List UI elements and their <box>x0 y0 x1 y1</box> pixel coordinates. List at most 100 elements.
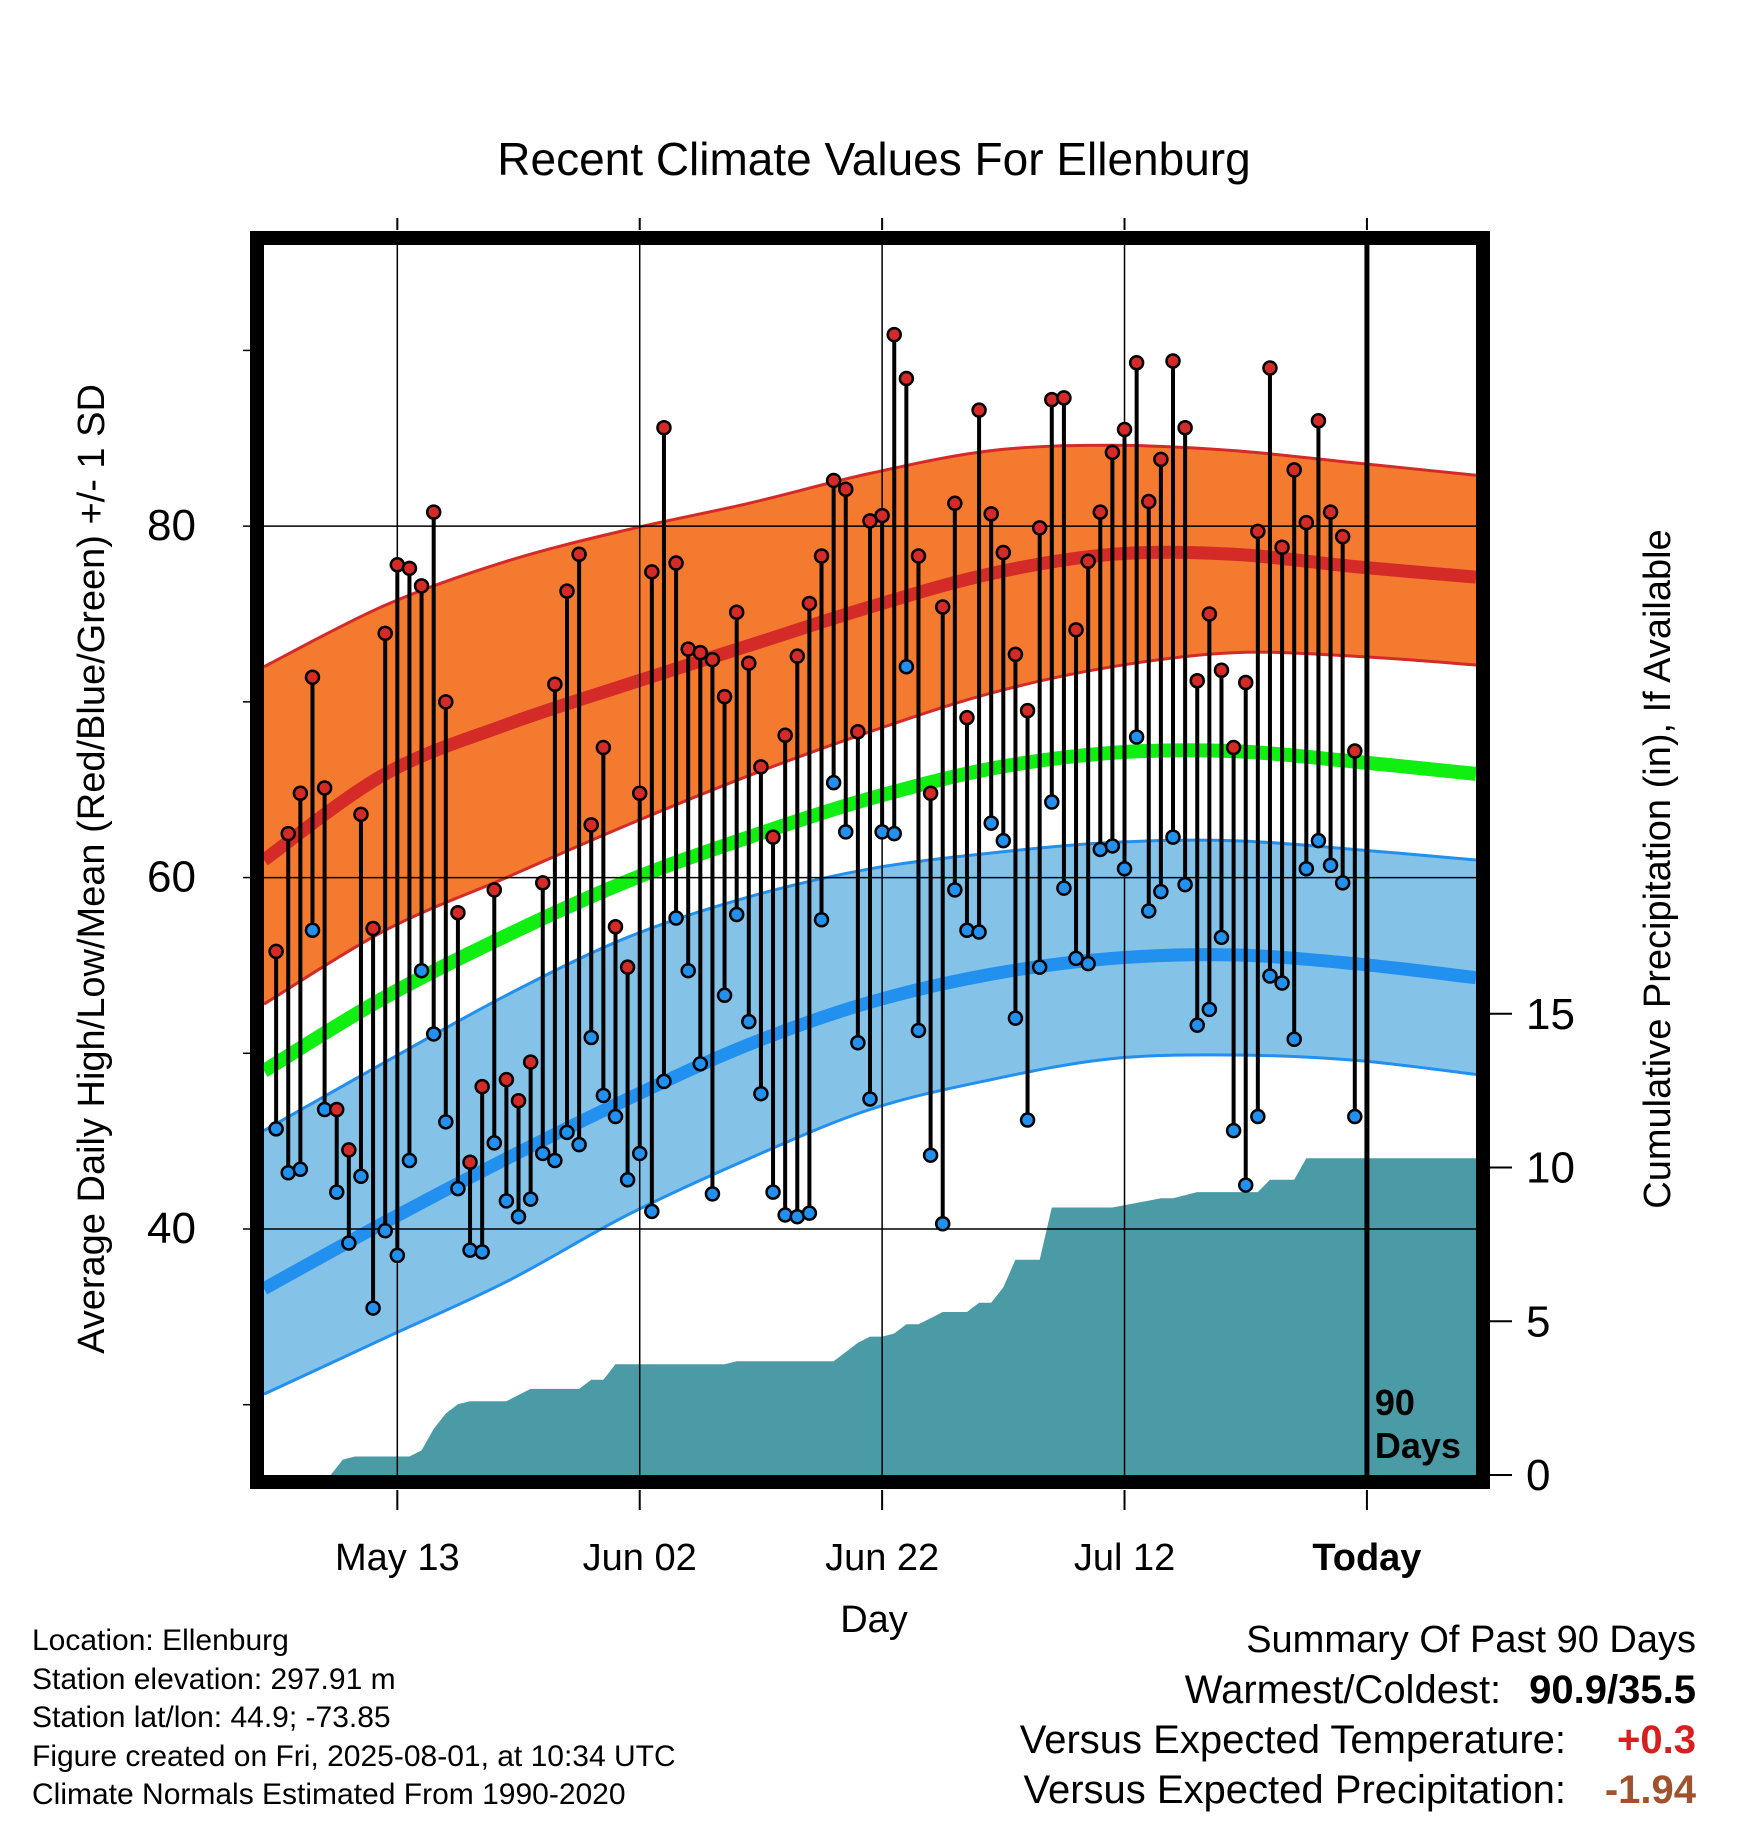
daily-low-point <box>1104 838 1121 854</box>
x-tick-label: Jun 02 <box>583 1537 697 1579</box>
daily-high-point <box>1201 606 1218 622</box>
y2-tick-label: 15 <box>1526 990 1575 1039</box>
daily-low-point <box>825 774 842 791</box>
daily-low-point <box>631 1145 648 1162</box>
daily-low-point <box>559 1124 575 1141</box>
daily-high-point <box>959 709 975 726</box>
daily-low-point <box>547 1152 563 1169</box>
daily-low-point <box>1225 1122 1242 1139</box>
daily-high-point <box>1286 462 1302 478</box>
daily-low-point <box>910 1022 927 1039</box>
daily-high-point <box>1237 674 1254 691</box>
x-tick-label: Jun 22 <box>825 1537 939 1579</box>
daily-high-point <box>522 1054 539 1070</box>
precip-departure-value: -1.94 <box>1604 1768 1696 1812</box>
daily-low-point <box>522 1191 539 1207</box>
daily-high-point <box>292 785 309 801</box>
y2-tick-label: 5 <box>1526 1297 1550 1346</box>
daily-high-point <box>874 507 890 524</box>
daily-low-point <box>716 987 733 1004</box>
daily-high-point <box>535 875 551 891</box>
daily-low-point <box>619 1172 636 1188</box>
daily-high-point <box>753 759 769 775</box>
daily-low-point <box>413 962 430 979</box>
location-text: Location: Ellenburg <box>32 1624 289 1657</box>
daily-high-point <box>1116 421 1133 438</box>
daily-low-point <box>1044 794 1060 810</box>
daily-high-point <box>789 648 806 664</box>
daily-high-point <box>995 544 1012 561</box>
daily-high-point <box>898 370 915 387</box>
daily-high-point <box>341 1142 357 1158</box>
daily-high-point <box>777 727 793 743</box>
daily-high-point <box>413 578 430 594</box>
x-tick-label: Jul 12 <box>1074 1537 1175 1579</box>
daily-low-point <box>1237 1177 1254 1193</box>
daily-low-point <box>1116 861 1133 877</box>
daily-low-point <box>1080 955 1096 972</box>
daily-high-point <box>1044 391 1060 408</box>
created-text: Figure created on Fri, 2025-08-01, at 10… <box>32 1739 676 1773</box>
daily-low-point <box>1250 1108 1266 1125</box>
daily-low-point <box>1213 929 1230 946</box>
daily-low-point <box>1347 1108 1363 1125</box>
daily-low-point <box>680 962 696 979</box>
daily-high-point <box>934 599 951 615</box>
daily-high-point <box>704 651 721 668</box>
x-axis-label: Day <box>840 1599 908 1641</box>
daily-high-point <box>268 943 284 960</box>
daily-high-point <box>1177 419 1193 436</box>
daily-high-point <box>280 825 296 842</box>
daily-high-point <box>838 481 854 497</box>
daily-high-point <box>716 688 733 705</box>
daily-high-point <box>825 472 842 489</box>
daily-low-point <box>1056 880 1072 896</box>
daily-low-point <box>1019 1112 1036 1128</box>
daily-high-point <box>1007 646 1024 663</box>
daily-low-point <box>595 1087 612 1104</box>
daily-high-point <box>353 806 369 823</box>
daily-high-point <box>425 504 442 520</box>
daily-high-point <box>1322 504 1339 520</box>
station-info: Location: Ellenburg Station elevation: 2… <box>32 1622 676 1815</box>
daily-low-point <box>777 1207 793 1223</box>
daily-low-point <box>983 815 999 831</box>
low-sd-lower-line <box>264 1053 1476 1396</box>
daily-high-point <box>1250 523 1266 540</box>
daily-low-point <box>813 911 830 928</box>
daily-low-point <box>1177 876 1193 893</box>
daily-low-point <box>450 1180 466 1197</box>
summary-title: Summary Of Past 90 Days <box>1246 1619 1696 1661</box>
daily-high-point <box>571 546 587 563</box>
daily-high-point <box>559 583 575 599</box>
daily-high-point <box>377 625 393 642</box>
daily-high-point <box>316 780 333 796</box>
daily-high-point <box>462 1154 478 1170</box>
daily-low-point <box>656 1073 672 1090</box>
daily-high-point <box>631 785 648 801</box>
daily-high-point <box>547 676 563 693</box>
y-tick-label: 60 <box>147 853 196 902</box>
daily-low-point <box>741 1013 757 1030</box>
daily-low-point <box>1262 968 1278 984</box>
y2-tick-label: 0 <box>1526 1451 1550 1500</box>
daily-high-point <box>474 1078 490 1095</box>
daily-high-point <box>1225 739 1242 756</box>
daily-high-point <box>801 595 818 612</box>
daily-low-point <box>1007 1010 1024 1026</box>
daily-low-point <box>607 1108 624 1125</box>
daily-high-point <box>850 723 866 740</box>
daily-high-point <box>1153 451 1169 468</box>
today-marker-label: Days <box>1375 1425 1461 1466</box>
daily-low-point <box>365 1300 381 1316</box>
daily-low-point <box>971 924 987 940</box>
daily-low-point <box>692 1056 709 1072</box>
daily-low-point <box>1189 1017 1205 1033</box>
daily-high-point <box>498 1071 515 1088</box>
daily-high-point <box>1274 539 1290 555</box>
daily-high-point <box>1262 360 1278 376</box>
daily-low-point <box>728 906 745 923</box>
warmest-value: 90.9/35.5 <box>1529 1668 1696 1712</box>
plot-frame <box>250 231 1490 1489</box>
